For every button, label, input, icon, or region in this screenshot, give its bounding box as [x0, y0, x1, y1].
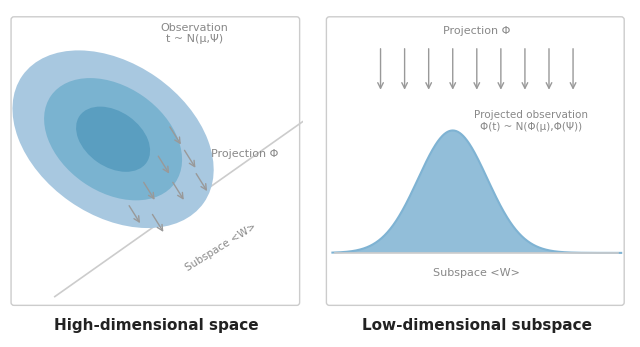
Text: Subspace <W>: Subspace <W> [184, 221, 258, 273]
Text: Low-dimensional subspace: Low-dimensional subspace [362, 318, 592, 333]
Text: Projection Φ: Projection Φ [443, 26, 511, 35]
Ellipse shape [76, 107, 150, 172]
Text: Observation
t ~ N(μ,Ψ): Observation t ~ N(μ,Ψ) [161, 23, 228, 44]
Ellipse shape [12, 50, 214, 228]
Text: Projection Φ: Projection Φ [211, 149, 278, 159]
Ellipse shape [44, 78, 182, 200]
Text: High-dimensional space: High-dimensional space [54, 318, 259, 333]
Text: Projected observation
Φ(t) ~ N(Φ(μ),Φ(Ψ)): Projected observation Φ(t) ~ N(Φ(μ),Φ(Ψ)… [474, 110, 588, 132]
Text: Subspace <W>: Subspace <W> [433, 268, 520, 278]
FancyBboxPatch shape [326, 17, 624, 305]
FancyBboxPatch shape [11, 17, 300, 305]
